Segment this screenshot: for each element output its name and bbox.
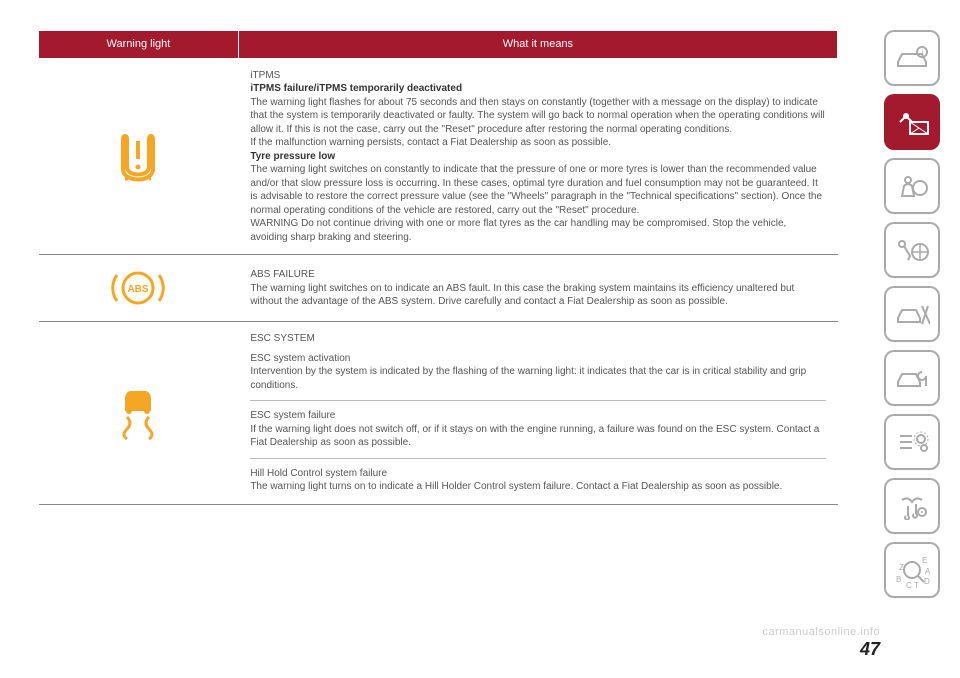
page-number: 47 [860, 639, 880, 660]
section-title: iTPMS [250, 69, 825, 83]
text-cell: iTPMS iTPMS failure/iTPMS temporarily de… [238, 58, 837, 255]
icon-cell: ABS [39, 255, 239, 322]
header-col1: Warning light [39, 31, 239, 59]
svg-text:T: T [914, 581, 919, 590]
svg-text:E: E [922, 556, 927, 565]
page-content: Warning light What it means iTPMS iTPMS … [38, 30, 838, 505]
table-row: ESC SYSTEM ESC system activation Interve… [39, 322, 838, 505]
sidebar-item-key-steering[interactable] [884, 222, 940, 278]
section-para: The warning light switches on constantly… [250, 163, 825, 217]
sidebar: i Z E B A C DT [884, 30, 940, 606]
table-row: iTPMS iTPMS failure/iTPMS temporarily de… [39, 58, 838, 255]
sidebar-item-index[interactable]: Z E B A C DT [884, 542, 940, 598]
divider [250, 458, 825, 459]
section-bold: iTPMS failure/iTPMS temporarily deactiva… [250, 83, 462, 94]
svg-text:C: C [906, 581, 912, 590]
section-para: The warning light flashes for about 75 s… [250, 96, 825, 137]
section-title: ABS FAILURE [250, 268, 825, 282]
sidebar-item-car-collision[interactable] [884, 286, 940, 342]
text-cell: ESC SYSTEM ESC system activation Interve… [238, 322, 837, 505]
sidebar-item-media[interactable] [884, 478, 940, 534]
subsection-para: If the warning light does not switch off… [250, 423, 825, 450]
svg-text:Z: Z [899, 563, 904, 572]
subsection-para: Intervention by the system is indicated … [250, 365, 825, 392]
sidebar-item-car-service[interactable] [884, 350, 940, 406]
section-para: If the malfunction warning persists, con… [250, 136, 825, 150]
section-para: WARNING Do not continue driving with one… [250, 217, 825, 244]
subsection-para: The warning light turns on to indicate a… [250, 480, 825, 494]
header-col2: What it means [238, 31, 837, 59]
sidebar-item-airbag[interactable] [884, 158, 940, 214]
svg-text:ABS: ABS [128, 284, 149, 295]
subsection-heading: ESC system activation [250, 352, 825, 366]
sidebar-item-car-info[interactable]: i [884, 30, 940, 86]
svg-text:D: D [924, 577, 930, 586]
section-para: The warning light switches on to indicat… [250, 282, 825, 309]
table-row: ABS ABS FAILURE The warning light switch… [39, 255, 838, 322]
table-header: Warning light What it means [39, 31, 838, 59]
svg-text:B: B [896, 575, 901, 584]
abs-icon: ABS [103, 265, 173, 311]
watermark: carmanualsonline.info [762, 626, 880, 638]
icon-cell [39, 58, 239, 255]
text-cell: ABS FAILURE The warning light switches o… [238, 255, 837, 322]
section-bold: Tyre pressure low [250, 151, 335, 162]
esc-icon [103, 383, 173, 443]
tpms-icon [103, 127, 173, 187]
sidebar-item-settings-list[interactable] [884, 414, 940, 470]
icon-cell [39, 322, 239, 505]
warning-table: Warning light What it means iTPMS iTPMS … [38, 30, 838, 505]
subsection-heading: Hill Hold Control system failure [250, 467, 825, 481]
svg-text:A: A [925, 567, 931, 576]
subsection-heading: ESC system failure [250, 409, 825, 423]
sidebar-item-dashboard-warning[interactable] [884, 94, 940, 150]
divider [250, 400, 825, 401]
section-title: ESC SYSTEM [250, 332, 825, 346]
